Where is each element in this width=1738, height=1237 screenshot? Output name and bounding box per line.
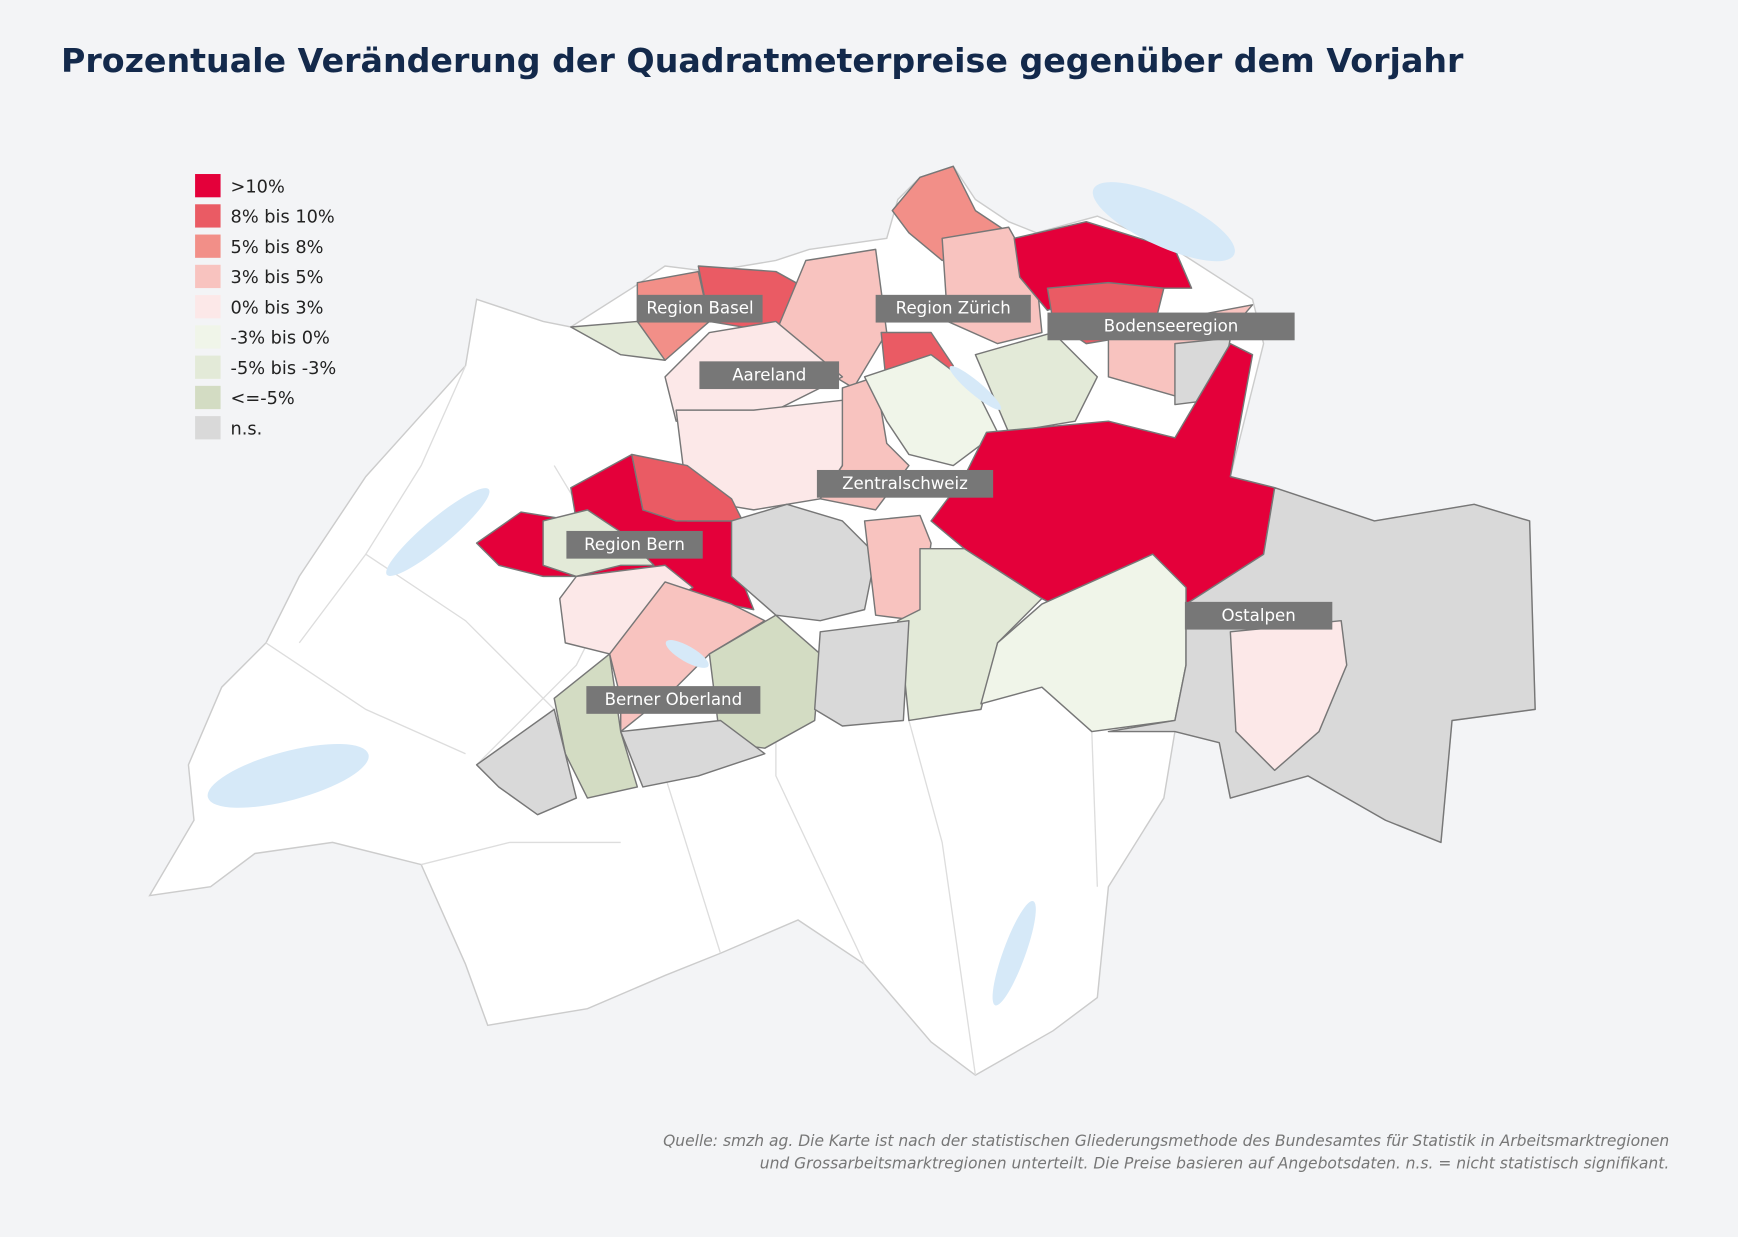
- lake: [665, 640, 709, 668]
- region-label: Region Basel: [646, 299, 753, 318]
- region-label-box: [875, 294, 1031, 323]
- legend: >10% 8% bis 10% 5% bis 8% 3% bis 5% 0% bis 3…: [195, 174, 336, 439]
- region: [897, 547, 1043, 722]
- region: [619, 719, 766, 788]
- source-line: und Grossarbeitsmarktregionen unterteilt…: [760, 1154, 1670, 1172]
- legend-swatch: [195, 385, 221, 410]
- legend-label: -5% bis -3%: [231, 359, 337, 379]
- region-label: Zentralschweiz: [842, 474, 968, 493]
- region-label: Ostalpen: [1221, 606, 1295, 625]
- region: [980, 553, 1187, 733]
- lake: [1092, 182, 1235, 262]
- lake: [949, 365, 1002, 410]
- legend-swatch: [195, 204, 221, 228]
- region-label-box: [586, 686, 761, 714]
- legend-swatch: [195, 174, 221, 198]
- region-label: Berner Oberland: [605, 690, 743, 709]
- region-label: Region Bern: [584, 535, 685, 554]
- region: [974, 331, 1099, 434]
- region-label-box: [1047, 312, 1295, 341]
- region-label-box: [699, 361, 840, 390]
- region: [475, 708, 578, 816]
- legend-label: 0% bis 3%: [231, 298, 324, 318]
- region: [1229, 619, 1348, 772]
- region: [813, 619, 910, 727]
- source-line: Quelle: smzh ag. Die Karte ist nach der …: [663, 1132, 1669, 1150]
- region: [730, 503, 877, 622]
- legend-label: >10%: [231, 177, 285, 197]
- lake: [207, 743, 369, 808]
- lake: [386, 488, 490, 576]
- region-label-box: [566, 530, 703, 559]
- legend-label: 8% bis 10%: [231, 208, 335, 228]
- region-label-box: [637, 294, 763, 323]
- lake: [992, 901, 1036, 1006]
- region-label: Bodenseeregion: [1104, 316, 1238, 335]
- legend-label: -3% bis 0%: [231, 329, 330, 349]
- legend-label: 5% bis 8%: [231, 238, 324, 258]
- legend-swatch: [195, 264, 221, 289]
- legend-swatch: [195, 325, 221, 349]
- legend-label: <=-5%: [231, 389, 295, 409]
- region-label: Aareland: [732, 365, 806, 384]
- legend-label: n.s.: [231, 419, 263, 439]
- legend-swatch: [195, 416, 221, 440]
- legend-swatch: [195, 355, 221, 379]
- legend-swatch: [195, 295, 221, 319]
- region-label: Region Zürich: [896, 299, 1011, 318]
- map: Region Basel Region Zürich Bodenseeregion A…: [148, 165, 1536, 1077]
- title: Prozentuale Veränderung der Quadratmeter…: [61, 41, 1464, 80]
- legend-label: 3% bis 5%: [231, 268, 324, 288]
- region: [570, 320, 666, 361]
- region-label-box: [1184, 601, 1333, 630]
- legend-swatch: [195, 234, 221, 258]
- region-label-box: [816, 469, 994, 498]
